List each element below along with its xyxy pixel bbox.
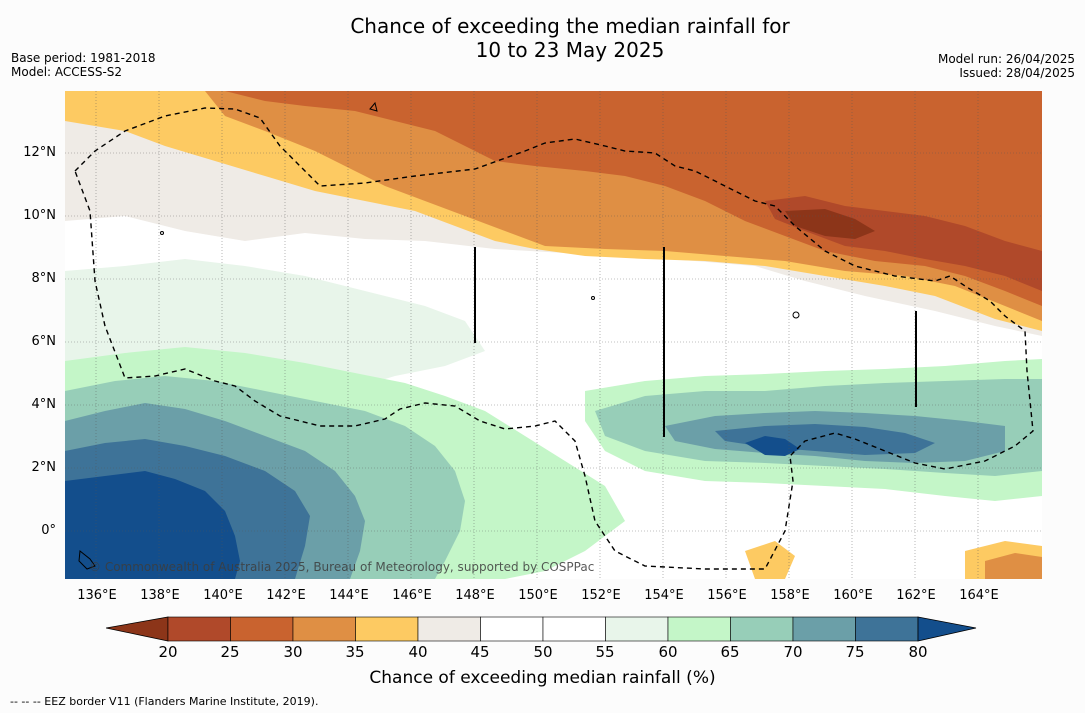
eez-borders (74, 107, 1034, 570)
title-line-1: Chance of exceeding the median rainfall … (350, 14, 790, 38)
grid-lines (65, 91, 1042, 579)
lon-label-148e: 148°E (455, 588, 495, 603)
eez-legend-text: -- -- -- EEZ border V11 (Flanders Marine… (10, 695, 319, 708)
cb-tick-50: 50 (533, 643, 553, 661)
colorbar-bin-75-80 (855, 616, 919, 642)
cb-tick-30: 30 (283, 643, 303, 661)
lon-label-154e: 154°E (644, 588, 684, 603)
band-30-35-southeast (985, 553, 1042, 579)
cb-tick-75: 75 (845, 643, 865, 661)
lon-label-144e: 144°E (329, 588, 369, 603)
colorbar-bin-60-65 (667, 616, 731, 642)
lon-label-150e: 150°E (518, 588, 558, 603)
colorbar-label: Chance of exceeding median rainfall (%) (369, 668, 716, 688)
cb-tick-40: 40 (408, 643, 428, 661)
rainfall-map (65, 91, 1042, 579)
cb-tick-20: 20 (158, 643, 178, 661)
cb-tick-25: 25 (220, 643, 240, 661)
band-above-80-east (745, 436, 800, 456)
cb-tick-65: 65 (720, 643, 740, 661)
colorbar-extend-low (106, 616, 169, 642)
lon-label-162e: 162°E (896, 588, 936, 603)
base-period-text: Base period: 1981-2018 (11, 51, 156, 65)
lon-label-164e: 164°E (959, 588, 999, 603)
title-line-2: 10 to 23 May 2025 (475, 38, 665, 62)
band-below-20 (785, 209, 875, 239)
meta-left: Base period: 1981-2018 Model: ACCESS-S2 (11, 51, 156, 79)
lon-label-138e: 138°E (140, 588, 180, 603)
lat-label-2n: 2°N (31, 460, 57, 475)
lon-label-140e: 140°E (203, 588, 243, 603)
issued-text: Issued: 28/04/2025 (959, 66, 1075, 80)
band-above-80-west (65, 471, 240, 579)
lat-label-8n: 8°N (31, 271, 57, 286)
zone-lines (474, 247, 917, 437)
cb-tick-80: 80 (908, 643, 928, 661)
lat-label-12n: 12°N (23, 145, 56, 160)
colorbar-bin-30-35 (292, 616, 356, 642)
colorbar-bin-20-25 (167, 616, 231, 642)
lon-label-136e: 136°E (77, 588, 117, 603)
meta-right: Model run: 26/04/2025 Issued: 28/04/2025 (938, 52, 1075, 80)
lat-label-6n: 6°N (31, 334, 57, 349)
chart-title: Chance of exceeding the median rainfall … (0, 14, 1085, 62)
cb-tick-55: 55 (595, 643, 615, 661)
lon-label-152e: 152°E (581, 588, 621, 603)
colorbar-bin-35-40 (355, 616, 419, 642)
lat-label-4n: 4°N (31, 397, 57, 412)
colorbar-bin-65-70 (730, 616, 794, 642)
band-25-30 (225, 91, 1042, 306)
colorbar-bin-50-55 (542, 616, 606, 642)
colorbar-bin-45-50 (480, 616, 544, 642)
cb-tick-45: 45 (470, 643, 490, 661)
cb-tick-35: 35 (345, 643, 365, 661)
colorbar-bin-25-30 (230, 616, 294, 642)
lon-label-142e: 142°E (266, 588, 306, 603)
model-run-text: Model run: 26/04/2025 (937, 52, 1075, 66)
colorbar (106, 616, 977, 642)
map-svg (65, 91, 1042, 579)
colorbar-bin-40-45 (417, 616, 481, 642)
lon-label-158e: 158°E (770, 588, 810, 603)
lon-label-160e: 160°E (833, 588, 873, 603)
lat-label-0: 0° (41, 523, 56, 538)
lat-label-10n: 10°N (23, 208, 56, 223)
islands (78, 101, 800, 570)
lon-label-146e: 146°E (392, 588, 432, 603)
copyright-text: © Commonwealth of Australia 2025, Bureau… (89, 560, 595, 574)
cb-tick-70: 70 (783, 643, 803, 661)
lon-label-156e: 156°E (707, 588, 747, 603)
cb-tick-60: 60 (658, 643, 678, 661)
model-text: Model: ACCESS-S2 (11, 65, 123, 79)
colorbar-bin-70-75 (792, 616, 856, 642)
colorbar-bin-55-60 (605, 616, 669, 642)
colorbar-extend-high (917, 616, 977, 642)
band-35-40-south (745, 541, 795, 579)
